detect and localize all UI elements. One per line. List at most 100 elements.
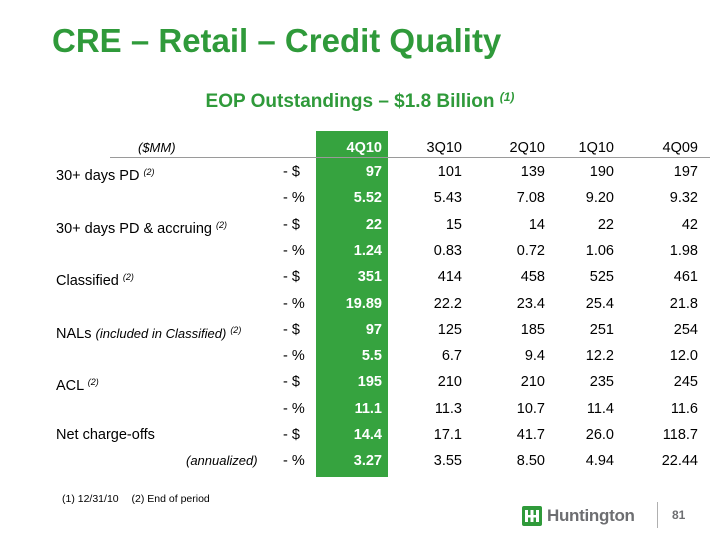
table-cell-4q09: 9.32 xyxy=(669,190,698,207)
table-cell-3q10: 15 xyxy=(445,216,462,233)
table-cell-2q10: 14 xyxy=(528,216,545,233)
row-label-qualifier: (annualized) xyxy=(186,453,258,469)
table-cell-1q10: 251 xyxy=(589,321,614,338)
table-cell-4q09: 254 xyxy=(673,321,698,338)
table-cell-2q10: 41.7 xyxy=(516,427,545,443)
table-cell-3q10: 3.55 xyxy=(433,453,462,470)
column-header-1q10: 1Q10 xyxy=(578,140,614,156)
row-footnote-ref: (2) xyxy=(216,219,227,230)
table-cell-4q10: 19.89 xyxy=(345,295,382,312)
table-cell-4q10: 22 xyxy=(365,216,382,233)
row-label: Net charge-offs xyxy=(56,426,155,444)
row-label-text: ACL xyxy=(56,378,84,395)
table-cell-1q10: 25.4 xyxy=(585,295,614,312)
column-header-4q09: 4Q09 xyxy=(662,140,698,156)
table-cell-1q10: 1.06 xyxy=(585,242,614,259)
table-cell-1q10: 4.94 xyxy=(585,453,614,470)
table-cell-4q09: 1.98 xyxy=(669,242,698,259)
table-cell-2q10: 23.4 xyxy=(516,295,545,312)
table-cell-4q09: 42 xyxy=(681,216,698,233)
table-cell-4q09: 245 xyxy=(673,374,698,391)
table-cell-4q09: 22.44 xyxy=(661,453,698,470)
table-cell-4q10: 195 xyxy=(357,374,382,391)
row-label: ACL (2) xyxy=(56,373,99,395)
table-cell-4q10: 5.5 xyxy=(361,348,382,365)
column-header-4q10: 4Q10 xyxy=(346,140,382,156)
logo-text: Huntington xyxy=(547,506,635,525)
table-cell-3q10: 0.83 xyxy=(433,242,462,259)
table-cell-3q10: 5.43 xyxy=(433,190,462,207)
table-cell-4q09: 21.8 xyxy=(669,295,698,312)
table-cell-4q09: 197 xyxy=(673,164,698,180)
table-cell-4q10: 1.24 xyxy=(353,242,382,259)
huntington-logo: Huntington xyxy=(522,503,635,529)
table-cell-2q10: 185 xyxy=(520,321,545,338)
footnotes: (1) 12/31/10 (2) End of period xyxy=(62,493,220,505)
row-footnote-ref: (2) xyxy=(143,167,155,177)
row-unit: - $ xyxy=(283,374,300,391)
table-cell-1q10: 9.20 xyxy=(585,190,614,207)
table-cell-2q10: 9.4 xyxy=(524,348,545,365)
column-header-2q10: 2Q10 xyxy=(509,140,545,156)
row-label-text: NALs xyxy=(56,325,92,342)
row-unit: - % xyxy=(283,348,305,365)
table-cell-1q10: 12.2 xyxy=(585,348,614,365)
row-footnote-ref: (2) xyxy=(87,377,99,388)
table-cell-1q10: 190 xyxy=(589,164,614,180)
row-unit: - % xyxy=(283,190,305,207)
table-cell-1q10: 11.4 xyxy=(586,400,614,417)
row-unit: - % xyxy=(283,453,305,470)
row-footnote-ref: (2) xyxy=(230,324,242,335)
table-cell-2q10: 0.72 xyxy=(516,242,545,259)
table-cell-4q09: 461 xyxy=(673,269,698,286)
row-label: 30+ days PD (2) xyxy=(56,163,154,185)
table-cell-4q10: 5.52 xyxy=(353,190,382,207)
row-unit: - % xyxy=(283,400,305,417)
subtitle-text: EOP Outstandings – $1.8 Billion xyxy=(205,91,495,112)
row-label-text: Classified xyxy=(56,273,119,290)
row-unit: - $ xyxy=(283,269,300,286)
table-cell-4q10: 11.1 xyxy=(354,400,382,417)
table-cell-3q10: 11.3 xyxy=(434,400,462,417)
row-unit: - $ xyxy=(283,321,300,338)
subtitle-footnote-ref: (1) xyxy=(499,90,515,104)
table-cell-2q10: 210 xyxy=(520,374,545,391)
table-cell-3q10: 125 xyxy=(437,321,462,338)
table-cell-2q10: 8.50 xyxy=(516,453,545,470)
row-unit: - $ xyxy=(283,427,300,443)
highlight-column-4q10 xyxy=(316,131,388,477)
page-number: 81 xyxy=(672,508,686,522)
row-unit: - $ xyxy=(283,216,300,233)
row-unit: - % xyxy=(283,242,305,259)
table-cell-3q10: 210 xyxy=(437,374,462,391)
table-cell-4q09: 12.0 xyxy=(669,348,698,365)
row-unit: - $ xyxy=(283,164,300,180)
header-divider xyxy=(110,157,710,158)
table-cell-2q10: 7.08 xyxy=(516,190,545,207)
unit-label: ($MM) xyxy=(138,140,176,155)
slide-subtitle: EOP Outstandings – $1.8 Billion (1) xyxy=(0,90,720,113)
table-cell-4q09: 11.6 xyxy=(670,400,698,417)
slide-title: CRE – Retail – Credit Quality xyxy=(52,22,502,59)
table-cell-2q10: 139 xyxy=(520,164,545,180)
table-cell-4q10: 97 xyxy=(365,164,382,180)
table-cell-3q10: 17.1 xyxy=(433,427,462,443)
table-cell-4q10: 97 xyxy=(365,321,382,338)
row-label: NALs (included in Classified) (2) xyxy=(56,321,241,343)
table-cell-4q10: 351 xyxy=(357,269,382,286)
row-label-qualifier: (included in Classified) xyxy=(95,325,227,341)
table-cell-3q10: 6.7 xyxy=(441,348,462,365)
table-cell-4q09: 118.7 xyxy=(662,427,698,443)
row-label: Classified (2) xyxy=(56,268,134,290)
table-cell-1q10: 22 xyxy=(597,216,614,233)
row-label-text: 30+ days PD & accruing xyxy=(56,220,212,237)
column-header-3q10: 3Q10 xyxy=(426,140,462,156)
row-label: 30+ days PD & accruing (2) xyxy=(56,216,227,238)
table-cell-2q10: 458 xyxy=(520,269,545,286)
table-cell-1q10: 26.0 xyxy=(585,427,614,443)
footnote-1: (1) 12/31/10 xyxy=(62,493,119,505)
footnote-2: (2) End of period xyxy=(131,493,210,505)
row-unit: - % xyxy=(283,295,305,312)
table-cell-1q10: 235 xyxy=(589,374,614,391)
footer-divider xyxy=(657,502,658,528)
